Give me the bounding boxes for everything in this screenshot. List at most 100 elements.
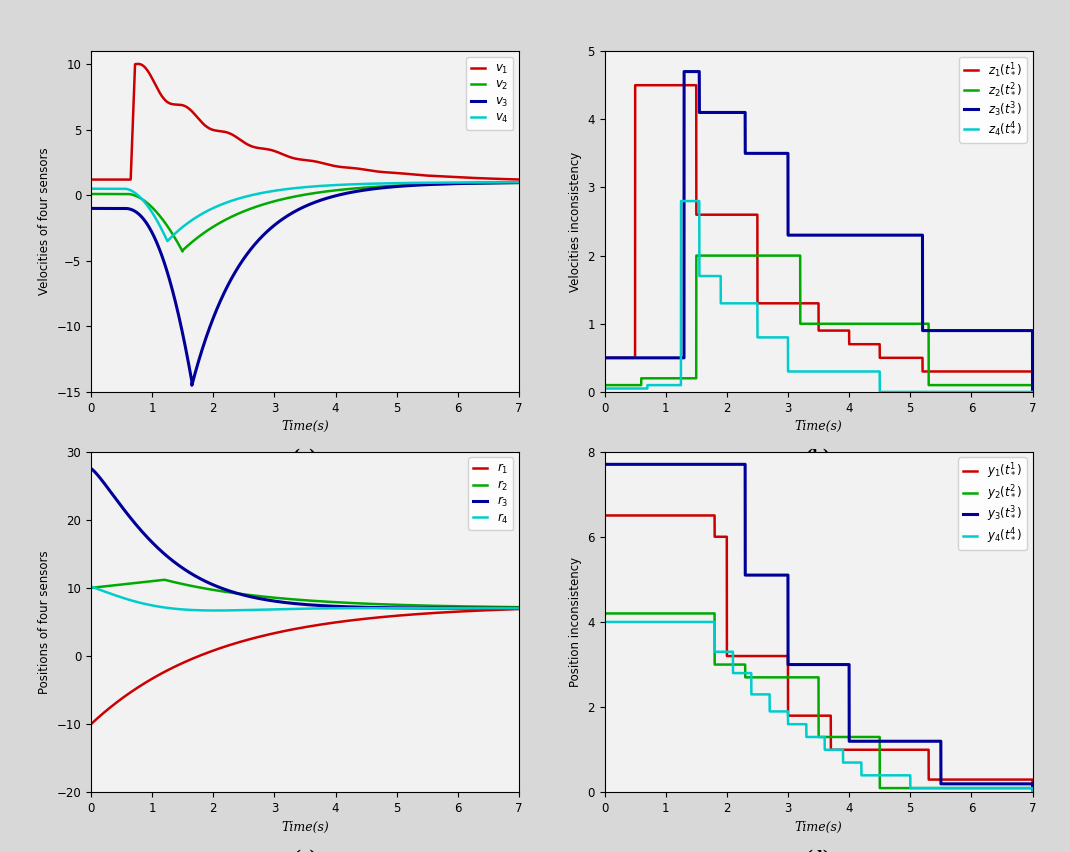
- $r_2$: [504, 602, 517, 613]
- $z_1(t^1_*)$: [621, 353, 633, 363]
- $r_4$: [158, 602, 171, 613]
- $r_2$: [268, 592, 280, 602]
- $r_4$: [249, 605, 262, 615]
- Text: (b): (b): [806, 449, 831, 463]
- $r_2$: [158, 575, 171, 585]
- $z_1(t^1_*)$: [806, 298, 819, 308]
- $v_4$: [160, 236, 173, 246]
- $z_1(t^1_*)$: [598, 353, 611, 363]
- $z_3(t^3_*)$: [598, 353, 611, 363]
- $r_4$: [210, 606, 223, 616]
- $y_3(t^3_*)$: [1026, 783, 1039, 793]
- $v_3$: [185, 380, 198, 390]
- $y_4(t^4_*)$: [710, 647, 723, 657]
- $z_2(t^2_*)$: [621, 380, 633, 390]
- $y_3(t^3_*)$: [888, 736, 901, 746]
- $y_4(t^4_*)$: [806, 732, 819, 742]
- $v_2$: [177, 246, 189, 256]
- Legend: $y_1(t^1_*)$, $y_2(t^2_*)$, $y_3(t^3_*)$, $y_4(t^4_*)$: $y_1(t^1_*)$, $y_2(t^2_*)$, $y_3(t^3_*)$…: [959, 458, 1026, 550]
- $z_2(t^2_*)$: [888, 319, 901, 329]
- $v_4$: [249, 189, 262, 199]
- $z_1(t^1_*)$: [710, 210, 723, 220]
- $z_4(t^4_*)$: [760, 332, 773, 343]
- $v_2$: [268, 196, 280, 206]
- X-axis label: Time(s): Time(s): [795, 820, 842, 833]
- $r_4$: [85, 581, 97, 591]
- $r_3$: [134, 524, 147, 534]
- $y_3(t^3_*)$: [710, 459, 723, 469]
- $v_2$: [504, 178, 517, 188]
- $r_3$: [85, 463, 97, 474]
- $y_2(t^2_*)$: [621, 608, 633, 619]
- $r_2$: [158, 574, 171, 584]
- $y_1(t^1_*)$: [768, 651, 781, 661]
- $v_2$: [249, 202, 262, 212]
- $z_3(t^3_*)$: [806, 230, 819, 240]
- Line: $z_1(t^1_*)$: $z_1(t^1_*)$: [605, 85, 1033, 385]
- Line: $r_3$: $r_3$: [91, 469, 519, 608]
- Line: $v_2$: $v_2$: [91, 183, 519, 251]
- $z_4(t^4_*)$: [710, 271, 723, 281]
- $v_1$: [134, 59, 147, 69]
- $y_2(t^2_*)$: [760, 672, 773, 682]
- Line: $r_2$: $r_2$: [91, 579, 519, 607]
- $z_4(t^4_*)$: [873, 387, 886, 397]
- $r_1$: [458, 606, 471, 616]
- Y-axis label: Velocities inconsistency: Velocities inconsistency: [569, 152, 582, 291]
- $v_3$: [134, 210, 147, 220]
- $v_1$: [158, 95, 171, 106]
- $z_4(t^4_*)$: [598, 383, 611, 394]
- $v_3$: [504, 177, 517, 187]
- Y-axis label: Positions of four sensors: Positions of four sensors: [37, 550, 51, 694]
- $r_1$: [268, 628, 280, 638]
- $v_3$: [158, 260, 171, 270]
- X-axis label: Time(s): Time(s): [281, 420, 328, 433]
- $r_3$: [268, 596, 280, 606]
- X-axis label: Time(s): Time(s): [795, 420, 842, 433]
- $r_3$: [513, 603, 525, 613]
- $y_1(t^1_*)$: [888, 745, 901, 755]
- $y_1(t^1_*)$: [806, 711, 819, 721]
- $z_2(t^2_*)$: [710, 250, 723, 261]
- $r_1$: [504, 604, 517, 614]
- $v_2$: [458, 178, 471, 188]
- Text: (a): (a): [293, 449, 317, 463]
- $z_3(t^3_*)$: [677, 66, 690, 77]
- Line: $y_4(t^4_*)$: $y_4(t^4_*)$: [605, 622, 1033, 792]
- $r_4$: [504, 603, 517, 613]
- $v_1$: [513, 175, 525, 185]
- $v_1$: [458, 172, 471, 182]
- $y_4(t^4_*)$: [598, 617, 611, 627]
- $r_4$: [458, 603, 471, 613]
- $r_2$: [513, 602, 525, 613]
- $r_2$: [85, 583, 97, 593]
- Line: $v_1$: $v_1$: [91, 64, 519, 180]
- $r_2$: [134, 578, 147, 588]
- $z_4(t^4_*)$: [621, 383, 633, 394]
- $r_1$: [513, 604, 525, 614]
- $y_2(t^2_*)$: [768, 672, 781, 682]
- Line: $z_4(t^4_*)$: $z_4(t^4_*)$: [605, 201, 1033, 392]
- $v_1$: [249, 142, 262, 153]
- $y_4(t^4_*)$: [760, 689, 773, 699]
- Text: (c): (c): [293, 849, 317, 852]
- $z_4(t^4_*)$: [674, 196, 687, 206]
- $z_4(t^4_*)$: [888, 387, 901, 397]
- $r_4$: [268, 604, 280, 614]
- $y_3(t^3_*)$: [768, 570, 781, 580]
- $y_2(t^2_*)$: [806, 672, 819, 682]
- $z_1(t^1_*)$: [768, 298, 781, 308]
- $z_2(t^2_*)$: [760, 250, 773, 261]
- Line: $v_3$: $v_3$: [91, 182, 519, 385]
- $v_1$: [268, 146, 280, 156]
- $y_1(t^1_*)$: [621, 510, 633, 521]
- $r_3$: [504, 603, 517, 613]
- $y_4(t^4_*)$: [888, 770, 901, 780]
- $r_2$: [458, 602, 471, 612]
- $z_3(t^3_*)$: [621, 353, 633, 363]
- $z_1(t^1_*)$: [760, 298, 773, 308]
- Line: $z_3(t^3_*)$: $z_3(t^3_*)$: [605, 72, 1033, 392]
- $y_3(t^3_*)$: [598, 459, 611, 469]
- $v_2$: [158, 218, 171, 228]
- $r_4$: [134, 597, 147, 607]
